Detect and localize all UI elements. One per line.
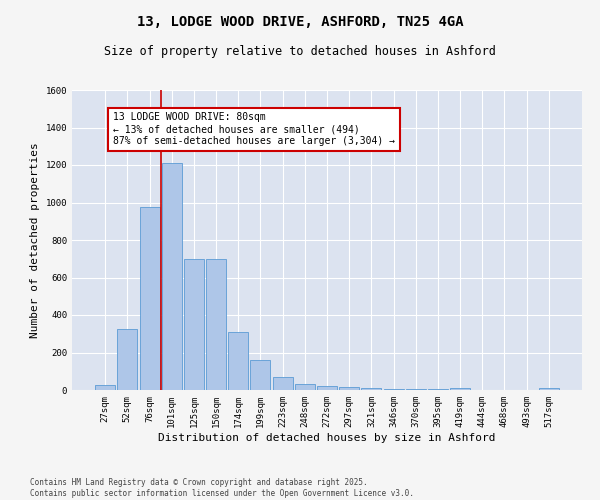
Bar bbox=[383, 389, 404, 390]
Bar bbox=[95, 386, 115, 390]
Y-axis label: Number of detached properties: Number of detached properties bbox=[30, 142, 40, 338]
Text: 13 LODGE WOOD DRIVE: 80sqm
← 13% of detached houses are smaller (494)
87% of sem: 13 LODGE WOOD DRIVE: 80sqm ← 13% of deta… bbox=[113, 112, 395, 146]
Bar bbox=[317, 386, 337, 390]
Bar bbox=[339, 387, 359, 390]
Bar bbox=[184, 259, 204, 390]
Bar bbox=[140, 207, 160, 390]
Bar bbox=[450, 388, 470, 390]
Bar bbox=[162, 163, 182, 390]
Text: 13, LODGE WOOD DRIVE, ASHFORD, TN25 4GA: 13, LODGE WOOD DRIVE, ASHFORD, TN25 4GA bbox=[137, 15, 463, 29]
Bar bbox=[250, 360, 271, 390]
Bar bbox=[118, 329, 137, 390]
Bar bbox=[361, 388, 382, 390]
Text: Size of property relative to detached houses in Ashford: Size of property relative to detached ho… bbox=[104, 45, 496, 58]
Text: Contains HM Land Registry data © Crown copyright and database right 2025.
Contai: Contains HM Land Registry data © Crown c… bbox=[30, 478, 414, 498]
Bar bbox=[428, 389, 448, 390]
Bar bbox=[272, 377, 293, 390]
X-axis label: Distribution of detached houses by size in Ashford: Distribution of detached houses by size … bbox=[158, 432, 496, 442]
Bar bbox=[539, 388, 559, 390]
Bar bbox=[406, 389, 426, 390]
Bar bbox=[228, 332, 248, 390]
Bar bbox=[206, 259, 226, 390]
Bar bbox=[295, 384, 315, 390]
